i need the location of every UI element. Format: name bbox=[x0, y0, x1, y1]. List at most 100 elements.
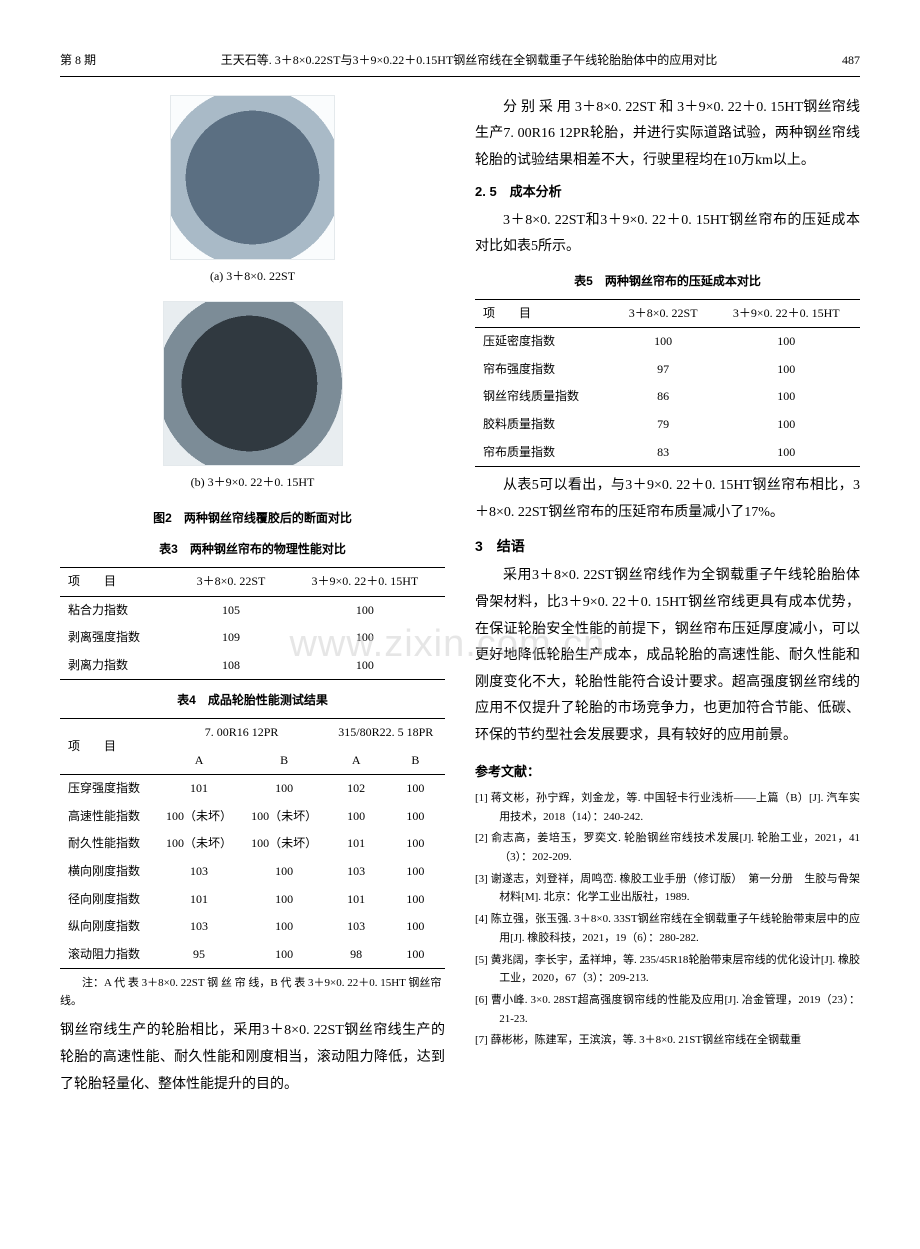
table3-h1: 项 目 bbox=[60, 567, 177, 596]
running-title: 王天石等. 3＋8×0.22ST与3＋9×0.22＋0.15HT钢丝帘线在全钢载… bbox=[96, 50, 842, 72]
table-cell: 钢丝帘线质量指数 bbox=[475, 383, 614, 411]
table-cell: 剥离力指数 bbox=[60, 652, 177, 680]
table5-caption: 表5 两种钢丝帘布的压延成本对比 bbox=[475, 271, 860, 293]
table-cell: 粘合力指数 bbox=[60, 596, 177, 624]
table-cell: 100 bbox=[386, 941, 445, 969]
left-column: (a) 3＋8×0. 22ST (b) 3＋9×0. 22＋0. 15HT 图2… bbox=[60, 95, 445, 1099]
table4-h-item: 项 目 bbox=[60, 718, 157, 774]
table-cell: 98 bbox=[327, 941, 386, 969]
figure-2b: (b) 3＋9×0. 22＋0. 15HT bbox=[60, 301, 445, 494]
table-row: 压穿强度指数101100102100 bbox=[60, 775, 445, 803]
table-cell: 高速性能指数 bbox=[60, 803, 157, 831]
table-cell: 100 bbox=[242, 886, 327, 914]
table-cell: 100（未坏） bbox=[157, 803, 242, 831]
table-row: 横向刚度指数103100103100 bbox=[60, 858, 445, 886]
table-cell: 97 bbox=[614, 356, 713, 384]
table-cell: 帘布强度指数 bbox=[475, 356, 614, 384]
right-p2: 3＋8×0. 22ST和3＋9×0. 22＋0. 15HT钢丝帘布的压延成本对比… bbox=[475, 208, 860, 261]
table-row: 帘布质量指数83100 bbox=[475, 439, 860, 467]
table-cell: 100（未坏） bbox=[242, 803, 327, 831]
table4-h-grp1: 7. 00R16 12PR bbox=[157, 718, 327, 746]
table-cell: 100 bbox=[386, 803, 445, 831]
figure-2a-caption: (a) 3＋8×0. 22ST bbox=[60, 266, 445, 288]
table4: 项 目 7. 00R16 12PR 315/80R22. 5 18PR A B … bbox=[60, 718, 445, 969]
reference-item: [6] 曹小峰. 3×0. 28ST超高强度钢帘线的性能及应用[J]. 冶金管理… bbox=[475, 991, 860, 1028]
table-cell: 100 bbox=[285, 652, 445, 680]
reference-item: [7] 薛彬彬，陈建军，王滨滨，等. 3＋8×0. 21ST钢丝帘线在全钢载重 bbox=[475, 1031, 860, 1050]
figure-2a-image bbox=[170, 95, 335, 260]
table5-h1: 项 目 bbox=[475, 299, 614, 328]
heading-2-5: 2. 5 成本分析 bbox=[475, 180, 860, 203]
reference-item: [1] 蒋文彬，孙宁辉，刘金龙，等. 中国轻卡行业浅析——上篇（B）[J]. 汽… bbox=[475, 789, 860, 826]
figure-2-caption: 图2 两种钢丝帘线覆胶后的断面对比 bbox=[60, 508, 445, 530]
table4-h-a2: A bbox=[327, 747, 386, 775]
table4-note: 注：A 代 表 3＋8×0. 22ST 钢 丝 帘 线，B 代 表 3＋9×0.… bbox=[60, 975, 445, 1010]
table-cell: 100 bbox=[285, 596, 445, 624]
table3-h3: 3＋9×0. 22＋0. 15HT bbox=[285, 567, 445, 596]
table-cell: 100 bbox=[285, 624, 445, 652]
table-row: 胶料质量指数79100 bbox=[475, 411, 860, 439]
issue-number: 第 8 期 bbox=[60, 50, 96, 72]
table-cell: 100（未坏） bbox=[157, 830, 242, 858]
table-cell: 100 bbox=[242, 858, 327, 886]
figure-2a: (a) 3＋8×0. 22ST bbox=[60, 95, 445, 288]
table3-caption: 表3 两种钢丝帘布的物理性能对比 bbox=[60, 539, 445, 561]
page-number: 487 bbox=[842, 50, 860, 72]
table-cell: 100 bbox=[712, 356, 860, 384]
table4-h-grp2: 315/80R22. 5 18PR bbox=[327, 718, 445, 746]
left-paragraph: 钢丝帘线生产的轮胎相比，采用3＋8×0. 22ST钢丝帘线生产的轮胎的高速性能、… bbox=[60, 1018, 445, 1098]
table-cell: 101 bbox=[327, 886, 386, 914]
figure-2b-image bbox=[163, 301, 343, 466]
table-cell: 95 bbox=[157, 941, 242, 969]
table-cell: 耐久性能指数 bbox=[60, 830, 157, 858]
table-cell: 109 bbox=[177, 624, 284, 652]
table-row: 径向刚度指数101100101100 bbox=[60, 886, 445, 914]
table-cell: 79 bbox=[614, 411, 713, 439]
table5-h3: 3＋9×0. 22＋0. 15HT bbox=[712, 299, 860, 328]
table-cell: 100 bbox=[242, 941, 327, 969]
references-heading: 参考文献： bbox=[475, 760, 860, 783]
table-cell: 100 bbox=[386, 858, 445, 886]
references-list: [1] 蒋文彬，孙宁辉，刘金龙，等. 中国轻卡行业浅析——上篇（B）[J]. 汽… bbox=[475, 789, 860, 1050]
table-cell: 100 bbox=[712, 411, 860, 439]
heading-3: 3 结语 bbox=[475, 534, 860, 559]
right-p1: 分 别 采 用 3＋8×0. 22ST 和 3＋9×0. 22＋0. 15HT钢… bbox=[475, 95, 860, 175]
table-row: 剥离强度指数109100 bbox=[60, 624, 445, 652]
table-cell: 纵向刚度指数 bbox=[60, 913, 157, 941]
table-cell: 径向刚度指数 bbox=[60, 886, 157, 914]
table-cell: 103 bbox=[157, 858, 242, 886]
table-cell: 剥离强度指数 bbox=[60, 624, 177, 652]
table-row: 钢丝帘线质量指数86100 bbox=[475, 383, 860, 411]
table-cell: 100 bbox=[386, 886, 445, 914]
table-cell: 100 bbox=[242, 775, 327, 803]
table-cell: 101 bbox=[157, 886, 242, 914]
table3: 项 目 3＋8×0. 22ST 3＋9×0. 22＋0. 15HT 粘合力指数1… bbox=[60, 567, 445, 680]
table-cell: 100（未坏） bbox=[242, 830, 327, 858]
table-cell: 103 bbox=[327, 858, 386, 886]
table4-h-b2: B bbox=[386, 747, 445, 775]
table-row: 粘合力指数105100 bbox=[60, 596, 445, 624]
reference-item: [2] 俞志高，姜培玉，罗奕文. 轮胎钢丝帘线技术发展[J]. 轮胎工业，202… bbox=[475, 829, 860, 866]
table-cell: 101 bbox=[157, 775, 242, 803]
table-row: 纵向刚度指数103100103100 bbox=[60, 913, 445, 941]
table-cell: 100 bbox=[327, 803, 386, 831]
table-cell: 胶料质量指数 bbox=[475, 411, 614, 439]
table5: 项 目 3＋8×0. 22ST 3＋9×0. 22＋0. 15HT 压延密度指数… bbox=[475, 299, 860, 468]
table-cell: 100 bbox=[386, 775, 445, 803]
table4-h-b1: B bbox=[242, 747, 327, 775]
table-cell: 108 bbox=[177, 652, 284, 680]
right-column: 分 别 采 用 3＋8×0. 22ST 和 3＋9×0. 22＋0. 15HT钢… bbox=[475, 95, 860, 1099]
table-cell: 86 bbox=[614, 383, 713, 411]
table-cell: 103 bbox=[327, 913, 386, 941]
table-cell: 100 bbox=[242, 913, 327, 941]
reference-item: [5] 黄兆阔，李长宇，孟祥坤，等. 235/45R18轮胎带束层帘线的优化设计… bbox=[475, 951, 860, 988]
table-cell: 105 bbox=[177, 596, 284, 624]
table-cell: 压延密度指数 bbox=[475, 328, 614, 356]
right-p4: 采用3＋8×0. 22ST钢丝帘线作为全钢载重子午线轮胎胎体骨架材料，比3＋9×… bbox=[475, 563, 860, 749]
table3-h2: 3＋8×0. 22ST bbox=[177, 567, 284, 596]
table-cell: 100 bbox=[386, 913, 445, 941]
table-row: 剥离力指数108100 bbox=[60, 652, 445, 680]
reference-item: [4] 陈立强，张玉强. 3＋8×0. 33ST钢丝帘线在全钢载重子午线轮胎带束… bbox=[475, 910, 860, 947]
table-cell: 100 bbox=[614, 328, 713, 356]
reference-item: [3] 谢遂志，刘登祥，周鸣峦. 橡胶工业手册（修订版） 第一分册 生胶与骨架材… bbox=[475, 870, 860, 907]
